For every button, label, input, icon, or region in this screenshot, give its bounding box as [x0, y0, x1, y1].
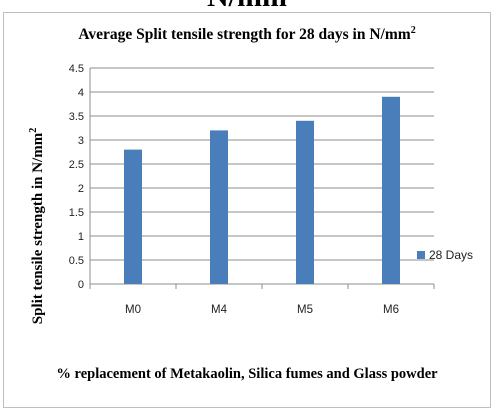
bar-m5	[296, 120, 314, 284]
x-axis-label: % replacement of Metakaolin, Silica fume…	[56, 366, 438, 382]
y-tick-label: 0	[78, 279, 84, 291]
y-tick-label: 0.5	[69, 255, 84, 267]
chart-legend: 28 Days	[417, 248, 473, 262]
x-tick-label: M0	[125, 304, 141, 316]
legend-label: 28 Days	[429, 248, 474, 262]
x-tick-label: M6	[383, 304, 399, 316]
bar-m4	[210, 130, 228, 284]
y-axis-label: Split tensile strength in N/mm2	[28, 127, 46, 325]
y-tick-label: 4	[78, 87, 84, 99]
bar-m0	[124, 149, 142, 284]
y-tick-label: 2.5	[69, 159, 84, 171]
y-tick-label: 3	[78, 135, 84, 147]
y-tick-label: 4.5	[69, 63, 84, 75]
y-tick-label: 1.5	[69, 207, 84, 219]
x-tick-label: M4	[211, 304, 228, 316]
legend-swatch	[417, 251, 425, 259]
y-tick-label: 3.5	[69, 111, 84, 123]
y-tick-label: 2	[78, 183, 84, 195]
x-tick-label: M5	[297, 304, 313, 316]
bar-m6	[382, 96, 400, 284]
clipped-header-text: N/mm	[0, 0, 494, 14]
y-tick-label: 1	[78, 231, 84, 243]
chart-frame	[3, 12, 491, 408]
chart-title: Average Split tensile strength for 28 da…	[78, 24, 416, 43]
